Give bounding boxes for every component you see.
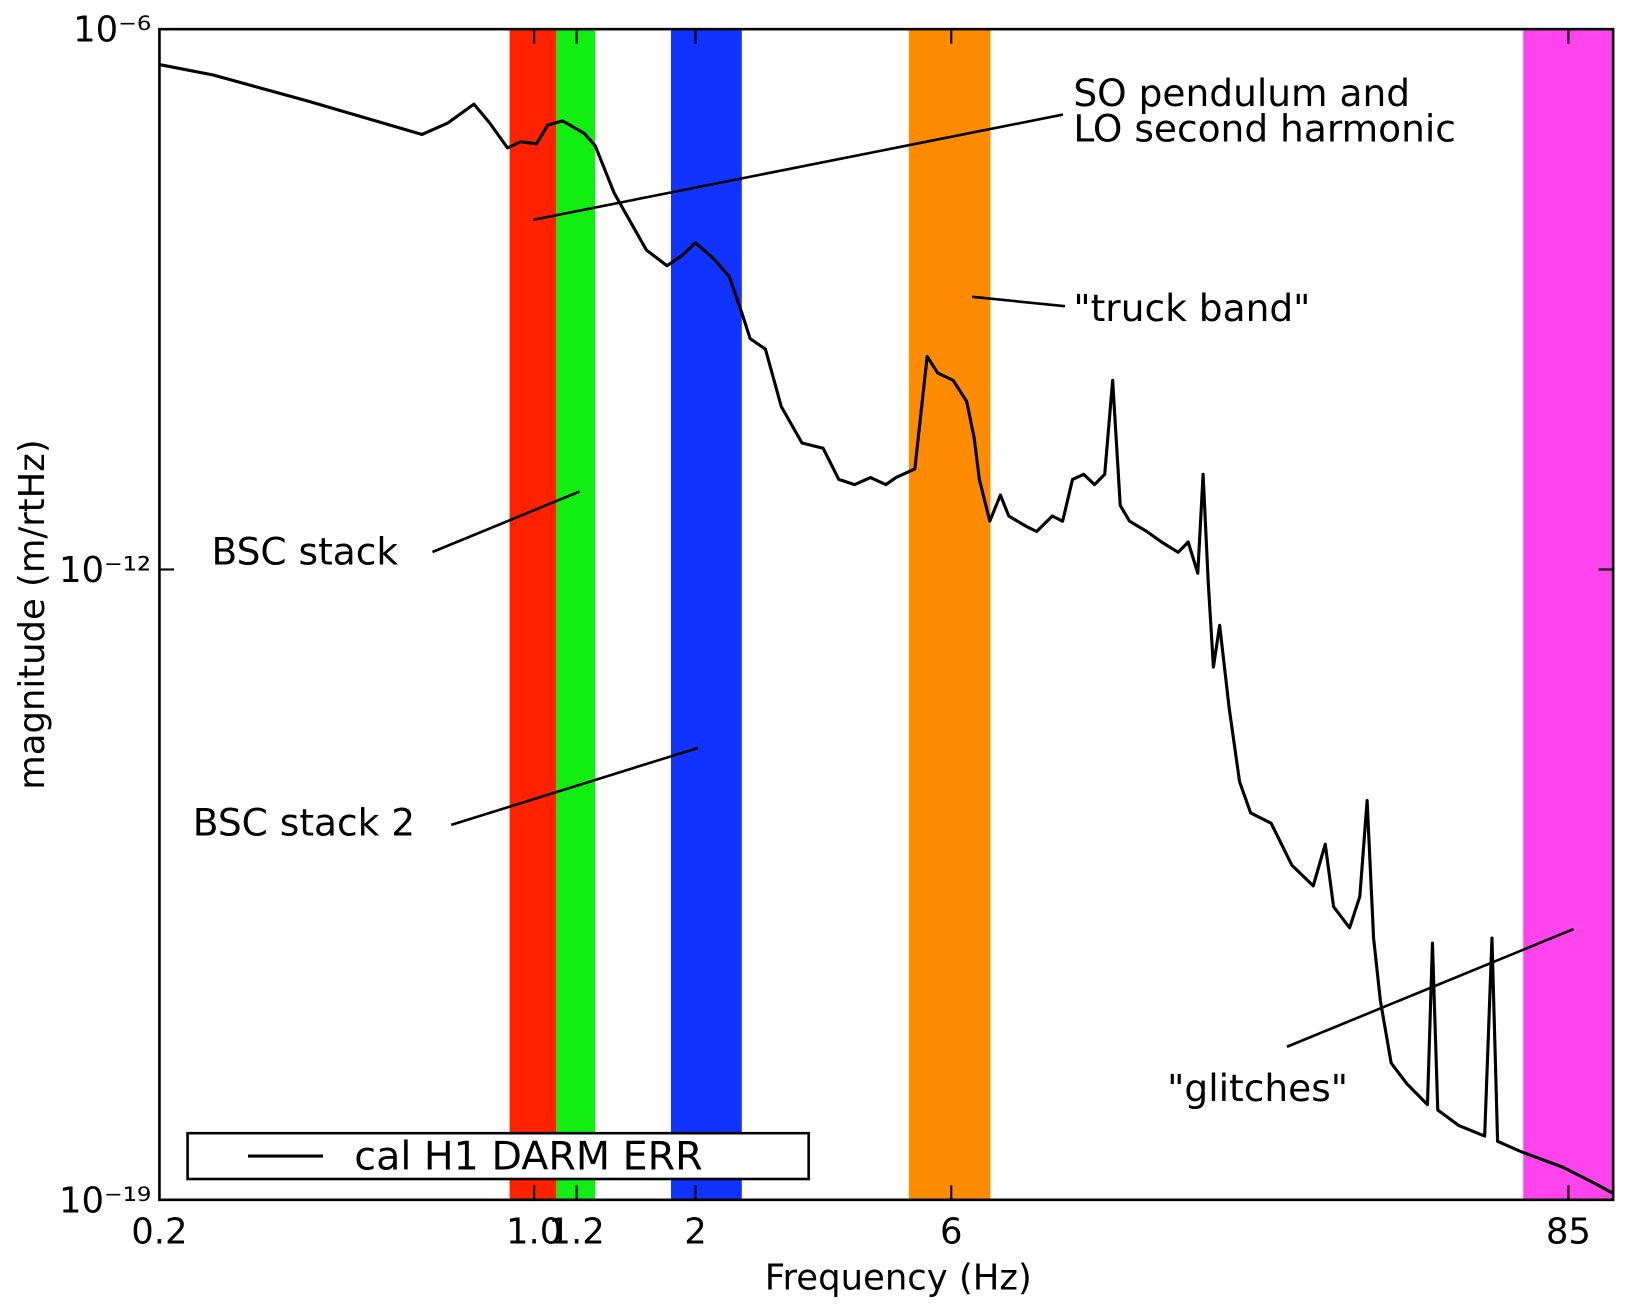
x-tick-label: 1.2 <box>548 1212 604 1253</box>
annotation-text: "glitches" <box>1167 1066 1348 1110</box>
y-tick-label: 10⁻¹² <box>59 550 151 591</box>
y-tick-label: 10⁻¹⁹ <box>59 1180 151 1221</box>
band <box>556 29 596 1200</box>
annotation-leader <box>533 113 1064 222</box>
y-axis-label: magnitude (m/rtHz) <box>12 439 53 789</box>
annotation-leader <box>450 746 699 827</box>
plot-frame <box>158 27 1615 1202</box>
annotation-text: BSC stack 2 <box>193 800 415 844</box>
annotation-leader <box>1286 927 1575 1048</box>
x-axis-label: Frequency (Hz) <box>765 1257 1032 1298</box>
annotation-leader <box>431 490 580 554</box>
annotation-text: BSC stack <box>212 530 399 574</box>
annotation-text: SO pendulum and <box>1073 71 1410 115</box>
legend-label: cal H1 DARM ERR <box>354 1134 702 1180</box>
annotation-leader <box>972 295 1066 308</box>
annotation-text: "truck band" <box>1073 286 1310 330</box>
x-tick-label: 6 <box>940 1212 963 1253</box>
x-tick-label: 0.2 <box>131 1212 187 1253</box>
band <box>1523 29 1614 1200</box>
x-tick-label: 2 <box>684 1212 707 1253</box>
x-tick-label: 85 <box>1546 1212 1591 1253</box>
band <box>670 29 742 1200</box>
y-tick-label: 10⁻⁶ <box>73 10 151 51</box>
annotation-text: LO second harmonic <box>1073 107 1456 151</box>
band <box>509 29 557 1200</box>
data-line <box>159 63 1614 1195</box>
x-tick-label: 1.0 <box>506 1212 562 1253</box>
band <box>908 29 991 1200</box>
